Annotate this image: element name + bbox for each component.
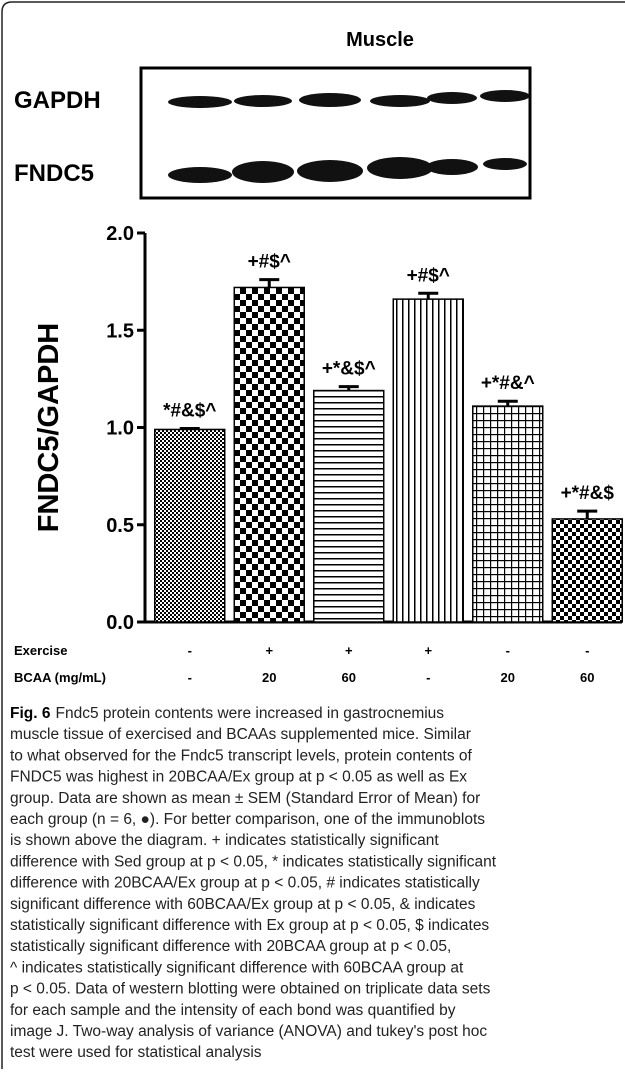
caption-line: is shown above the diagram. + indicates … xyxy=(10,832,439,849)
error-bar xyxy=(338,385,359,391)
caption-text: Fndc5 protein contents were increased in… xyxy=(55,705,444,722)
caption-line: difference with 20BCAA/Ex group at p < 0… xyxy=(10,875,480,892)
caption-line: group. Data are shown as mean ± SEM (Sta… xyxy=(10,790,480,807)
condition-name: BCAA (mg/mL) xyxy=(14,670,106,685)
condition-value: + xyxy=(424,643,432,658)
bar xyxy=(392,298,464,623)
bar xyxy=(233,286,305,623)
caption: Fig. 6 Fndc5 protein contents were increa… xyxy=(10,705,497,1061)
significance-label: +*#&$ xyxy=(561,483,615,504)
y-axis-label: FNDC5/GAPDH xyxy=(33,323,65,532)
y-tick-label: 0.0 xyxy=(106,612,134,634)
blot-label: FNDC5 xyxy=(14,160,94,187)
caption-label: Fig. 6 xyxy=(10,705,51,722)
condition-value: - xyxy=(506,643,510,658)
caption-line: to what observed for the Fndc5 transcrip… xyxy=(10,747,472,764)
caption-line: difference with Sed group at p < 0.05, *… xyxy=(10,853,497,870)
condition-value: + xyxy=(345,643,353,658)
significance-label: +#$^ xyxy=(248,252,291,273)
condition-value: - xyxy=(585,643,589,658)
caption-line: significant difference with 60BCAA/Ex gr… xyxy=(10,896,476,913)
bar xyxy=(154,428,226,623)
bar xyxy=(551,518,623,623)
significance-label: +*#&^ xyxy=(481,373,535,394)
y-tick-label: 1.5 xyxy=(106,320,134,342)
caption-line: muscle tissue of exercised and BCAAs sup… xyxy=(10,726,471,743)
significance-label: *#&$^ xyxy=(163,400,216,421)
y-tick-label: 0.5 xyxy=(106,515,134,537)
caption-line: image J. Two-way analysis of variance (A… xyxy=(10,1023,487,1040)
y-tick-label: 1.0 xyxy=(106,418,134,440)
error-bar xyxy=(179,426,200,430)
error-bar xyxy=(418,291,439,300)
y-tick-label: 2.0 xyxy=(106,223,134,245)
caption-line: Fig. 6 Fndc5 protein contents were increa… xyxy=(10,705,444,722)
caption-line: test were used for statistical analysis xyxy=(10,1044,262,1061)
blot-bands xyxy=(168,90,530,183)
caption-line: p < 0.05. Data of western blotting were … xyxy=(10,981,491,998)
caption-line: each group (n = 6, ●). For better compar… xyxy=(10,811,485,828)
bar xyxy=(313,389,385,623)
condition-name: Exercise xyxy=(14,643,68,658)
significance-label: +*&$^ xyxy=(322,359,376,380)
figure-title: Muscle xyxy=(346,29,414,51)
condition-value: 60 xyxy=(580,670,594,685)
condition-value: 20 xyxy=(501,670,515,685)
chart: FNDC5/GAPDH 0.0 0.5 1.0 1.5 2.0 *#&$^ - - +#$^ +20… xyxy=(14,223,623,685)
blot-label: GAPDH xyxy=(14,87,101,114)
bar xyxy=(472,405,544,623)
condition-value: + xyxy=(265,643,273,658)
caption-line: ^ indicates statistically significant di… xyxy=(10,959,464,976)
caption-line: statistically significant difference wit… xyxy=(10,917,489,934)
condition-value: 20 xyxy=(262,670,276,685)
condition-value: - xyxy=(188,670,192,685)
error-bar xyxy=(577,509,598,519)
condition-value: 60 xyxy=(342,670,356,685)
error-bar xyxy=(497,399,518,407)
caption-line: FNDC5 was highest in 20BCAA/Ex group at … xyxy=(10,769,467,786)
caption-line: statistically significant difference wit… xyxy=(10,938,451,955)
significance-label: +#$^ xyxy=(407,265,450,286)
condition-value: - xyxy=(188,643,192,658)
error-bar xyxy=(259,278,280,288)
caption-line: for each sample and the intensity of eac… xyxy=(10,1002,456,1019)
condition-value: - xyxy=(426,670,430,685)
